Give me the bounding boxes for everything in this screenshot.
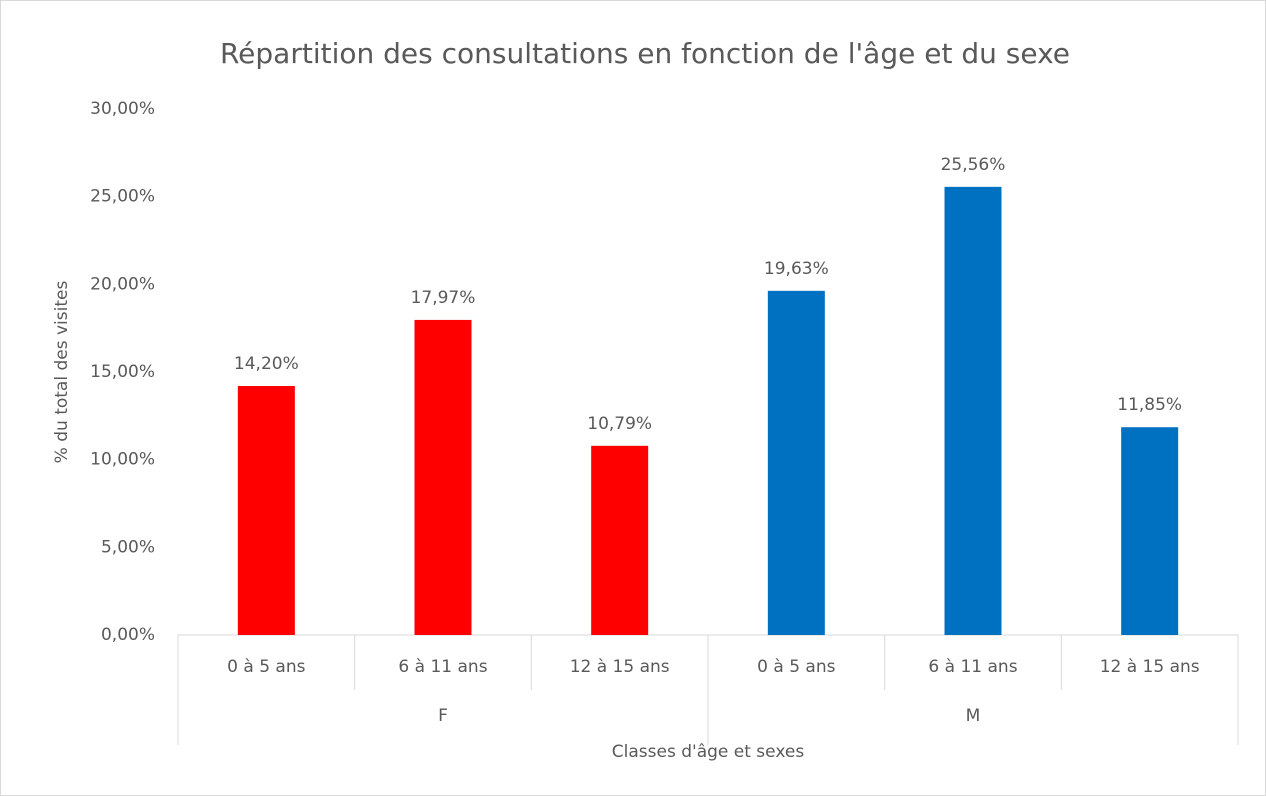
group-label: F (438, 706, 448, 726)
bar (944, 186, 1002, 635)
bar (237, 386, 295, 635)
y-tick-label: 0,00% (101, 625, 155, 645)
y-axis-title: % du total des visites (52, 281, 72, 464)
data-label: 10,79% (587, 414, 652, 434)
bar (591, 445, 649, 635)
y-tick-label: 25,00% (90, 187, 155, 207)
bar (414, 319, 472, 635)
data-label: 14,20% (234, 354, 299, 374)
x-axis-title: Classes d'âge et sexes (612, 742, 805, 762)
x-tick-label: 6 à 11 ans (928, 657, 1017, 677)
y-tick-label: 15,00% (90, 362, 155, 382)
x-tick-label: 0 à 5 ans (757, 657, 835, 677)
data-label: 19,63% (764, 259, 829, 279)
y-tick-label: 20,00% (90, 274, 155, 294)
y-tick-label: 5,00% (101, 537, 155, 557)
x-tick-label: 12 à 15 ans (1100, 657, 1200, 677)
data-label: 17,97% (411, 288, 476, 308)
y-tick-label: 10,00% (90, 450, 155, 470)
data-label: 11,85% (1117, 395, 1182, 415)
x-tick-label: 0 à 5 ans (227, 657, 305, 677)
data-label: 25,56% (941, 155, 1006, 175)
chart-title: Répartition des consultations en fonctio… (220, 37, 1070, 70)
group-label: M (966, 706, 981, 726)
x-tick-label: 6 à 11 ans (398, 657, 487, 677)
x-tick-label: 12 à 15 ans (570, 657, 670, 677)
bar (767, 290, 825, 635)
bar (1121, 427, 1179, 635)
y-tick-label: 30,00% (90, 99, 155, 119)
